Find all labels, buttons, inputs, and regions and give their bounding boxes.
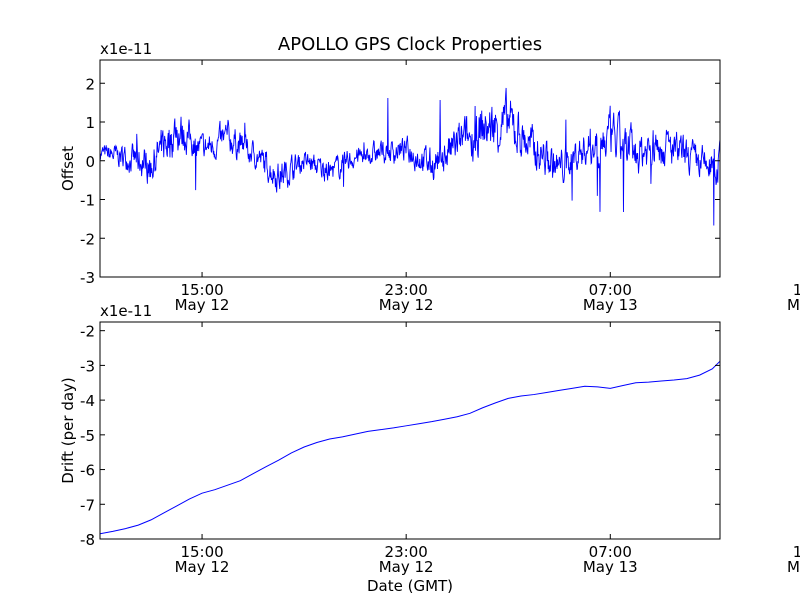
y-tick-label: -6 <box>80 462 95 480</box>
x-tick-label-time: 15:00 <box>793 543 800 561</box>
y-axis-label: Drift (per day) <box>59 377 77 484</box>
x-tick-label-time: 15:00 <box>180 281 223 299</box>
y-tick-label: -3 <box>80 357 95 375</box>
y-tick-label: 2 <box>85 75 95 93</box>
x-tick-label-date: May 12 <box>379 296 434 314</box>
plot-area <box>100 360 720 535</box>
x-tick-label-time: 15:00 <box>793 281 800 299</box>
drift-series-line-0 <box>100 360 720 535</box>
x-tick-label-time: 07:00 <box>589 543 632 561</box>
y-tick-label: -3 <box>80 269 95 287</box>
y-scale-label: x1e-11 <box>100 302 152 320</box>
y-tick-label: 0 <box>85 153 95 171</box>
x-tick-label-time: 23:00 <box>385 543 428 561</box>
y-tick-label: 1 <box>85 114 95 132</box>
y-axis-label: Offset <box>59 146 77 191</box>
offset-series-line <box>100 87 720 226</box>
x-tick-label-date: May 12 <box>175 296 230 314</box>
y-tick-label: -5 <box>80 427 95 445</box>
x-tick-label-date: May 12 <box>379 558 434 576</box>
x-tick-label-date: May 13 <box>583 296 638 314</box>
plot-area <box>100 87 720 226</box>
chart-title: APOLLO GPS Clock Properties <box>278 34 542 55</box>
x-tick-label-date: May 13 <box>583 558 638 576</box>
x-tick-label-date: May 13 <box>787 558 800 576</box>
y-tick-label: -2 <box>80 230 95 248</box>
y-tick-label: -4 <box>80 392 95 410</box>
x-tick-label-date: May 13 <box>787 296 800 314</box>
x-tick-label-time: 07:00 <box>589 281 632 299</box>
axes-frame <box>99 59 721 278</box>
x-tick-label-time: 15:00 <box>180 543 223 561</box>
y-tick-label: -1 <box>80 192 95 210</box>
x-axis-label: Date (GMT) <box>367 577 453 595</box>
x-tick-label-time: 23:00 <box>385 281 428 299</box>
y-scale-label: x1e-11 <box>100 40 152 58</box>
y-tick-label: -7 <box>80 496 95 514</box>
axes-frame <box>99 321 721 540</box>
x-tick-label-date: May 12 <box>175 558 230 576</box>
y-tick-label: -2 <box>80 323 95 341</box>
y-tick-label: -8 <box>80 531 95 549</box>
